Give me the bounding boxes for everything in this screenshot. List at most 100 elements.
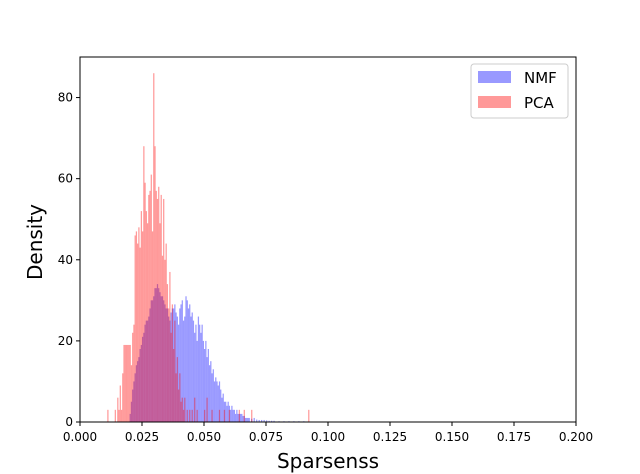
legend: NMF PCA (470, 63, 569, 119)
bar-nmf (261, 419, 263, 422)
bar-nmf (171, 308, 173, 422)
bar-nmf (179, 308, 181, 422)
bar-nmf (238, 413, 240, 422)
bar-pca (206, 397, 208, 422)
bar-pca (138, 227, 140, 422)
bar-pca (170, 332, 172, 422)
bar-nmf (247, 417, 249, 422)
bar-nmf (200, 332, 202, 422)
bar-nmf (218, 381, 221, 422)
y-tick-label: 40 (58, 253, 73, 267)
bar-pca (127, 344, 129, 422)
x-axis-ticks: 0.000 0.025 0.050 0.075 0.100 0.125 0.150 0.175… (63, 422, 593, 444)
series-pca (107, 73, 310, 422)
bar-pca (144, 182, 146, 422)
bar-pca (177, 389, 180, 422)
bar-pca (189, 409, 191, 422)
bar-pca (119, 385, 121, 422)
bar-pca (130, 365, 133, 422)
x-tick-label: 0.100 (311, 430, 345, 444)
bar-pca (159, 223, 161, 422)
series-nmf (129, 284, 305, 422)
bar-nmf (149, 308, 151, 422)
bar-nmf (273, 420, 275, 422)
bar-pca (204, 409, 206, 422)
bar-nmf (206, 357, 208, 422)
bar-nmf (159, 292, 161, 422)
bar-nmf (156, 284, 159, 422)
bar-pca (156, 198, 159, 422)
bar-nmf (243, 415, 245, 422)
bar-nmf (231, 405, 233, 422)
bar-nmf (184, 316, 186, 422)
bar-pca (133, 324, 135, 422)
bar-nmf (137, 361, 139, 422)
bar-pca (166, 284, 169, 422)
bar-pca (163, 198, 165, 422)
bar-nmf (148, 316, 150, 422)
bar-nmf (151, 300, 154, 422)
bar-nmf (195, 324, 197, 422)
x-tick-label: 0.200 (559, 430, 593, 444)
bar-pca (196, 409, 198, 422)
bar-pca (142, 231, 144, 422)
bar-pca (160, 194, 162, 422)
bar-pca (223, 409, 226, 422)
y-tick-label: 80 (58, 91, 73, 105)
bar-nmf (230, 409, 232, 422)
bar-nmf (158, 288, 160, 422)
bar-nmf (263, 419, 265, 422)
bar-nmf (135, 365, 138, 422)
bar-nmf (189, 304, 191, 422)
y-tick-label: 20 (58, 334, 73, 348)
bar-nmf (207, 349, 209, 422)
y-tick-label: 60 (58, 172, 73, 186)
bar-pca (124, 344, 126, 422)
bar-nmf (266, 420, 268, 422)
bar-nmf (233, 409, 235, 422)
bar-pca (150, 174, 152, 422)
bar-nmf (202, 340, 204, 422)
bar-pca (184, 397, 186, 422)
bar-pca (165, 243, 167, 422)
bar-nmf (138, 357, 140, 422)
bar-nmf (197, 316, 200, 422)
bar-nmf (210, 361, 212, 422)
bar-nmf (205, 340, 207, 422)
bar-nmf (237, 413, 239, 422)
bar-nmf (175, 312, 177, 422)
bar-nmf (166, 308, 169, 422)
bar-pca (151, 231, 154, 422)
bar-pca (169, 271, 171, 422)
bar-nmf (161, 296, 164, 422)
legend-swatch-nmf (478, 71, 511, 83)
bar-pca (191, 409, 193, 422)
bar-nmf (220, 389, 222, 422)
bar-pca (243, 409, 245, 422)
bar-nmf (177, 324, 180, 422)
bar-pca (118, 409, 120, 422)
bar-nmf (194, 332, 196, 422)
bar-pca (132, 332, 134, 422)
bar-pca (218, 409, 221, 422)
bar-pca (135, 231, 138, 422)
bar-pca (114, 409, 116, 422)
bar-nmf (256, 419, 258, 422)
bar-nmf (145, 320, 147, 422)
bar-nmf (201, 324, 203, 422)
bar-nmf (221, 397, 223, 422)
bar-nmf (215, 377, 217, 422)
bar-nmf (181, 300, 183, 422)
bar-pca (140, 211, 142, 422)
bar-nmf (222, 393, 224, 422)
bar-nmf (225, 401, 227, 422)
x-tick-label: 0.150 (435, 430, 469, 444)
bar-nmf (169, 320, 171, 422)
bar-pca (164, 259, 166, 422)
bar-nmf (235, 413, 237, 422)
bar-nmf (190, 316, 192, 422)
bar-nmf (244, 417, 247, 422)
bar-pca (173, 349, 175, 422)
bar-nmf (216, 381, 218, 422)
bar-nmf (143, 332, 145, 422)
